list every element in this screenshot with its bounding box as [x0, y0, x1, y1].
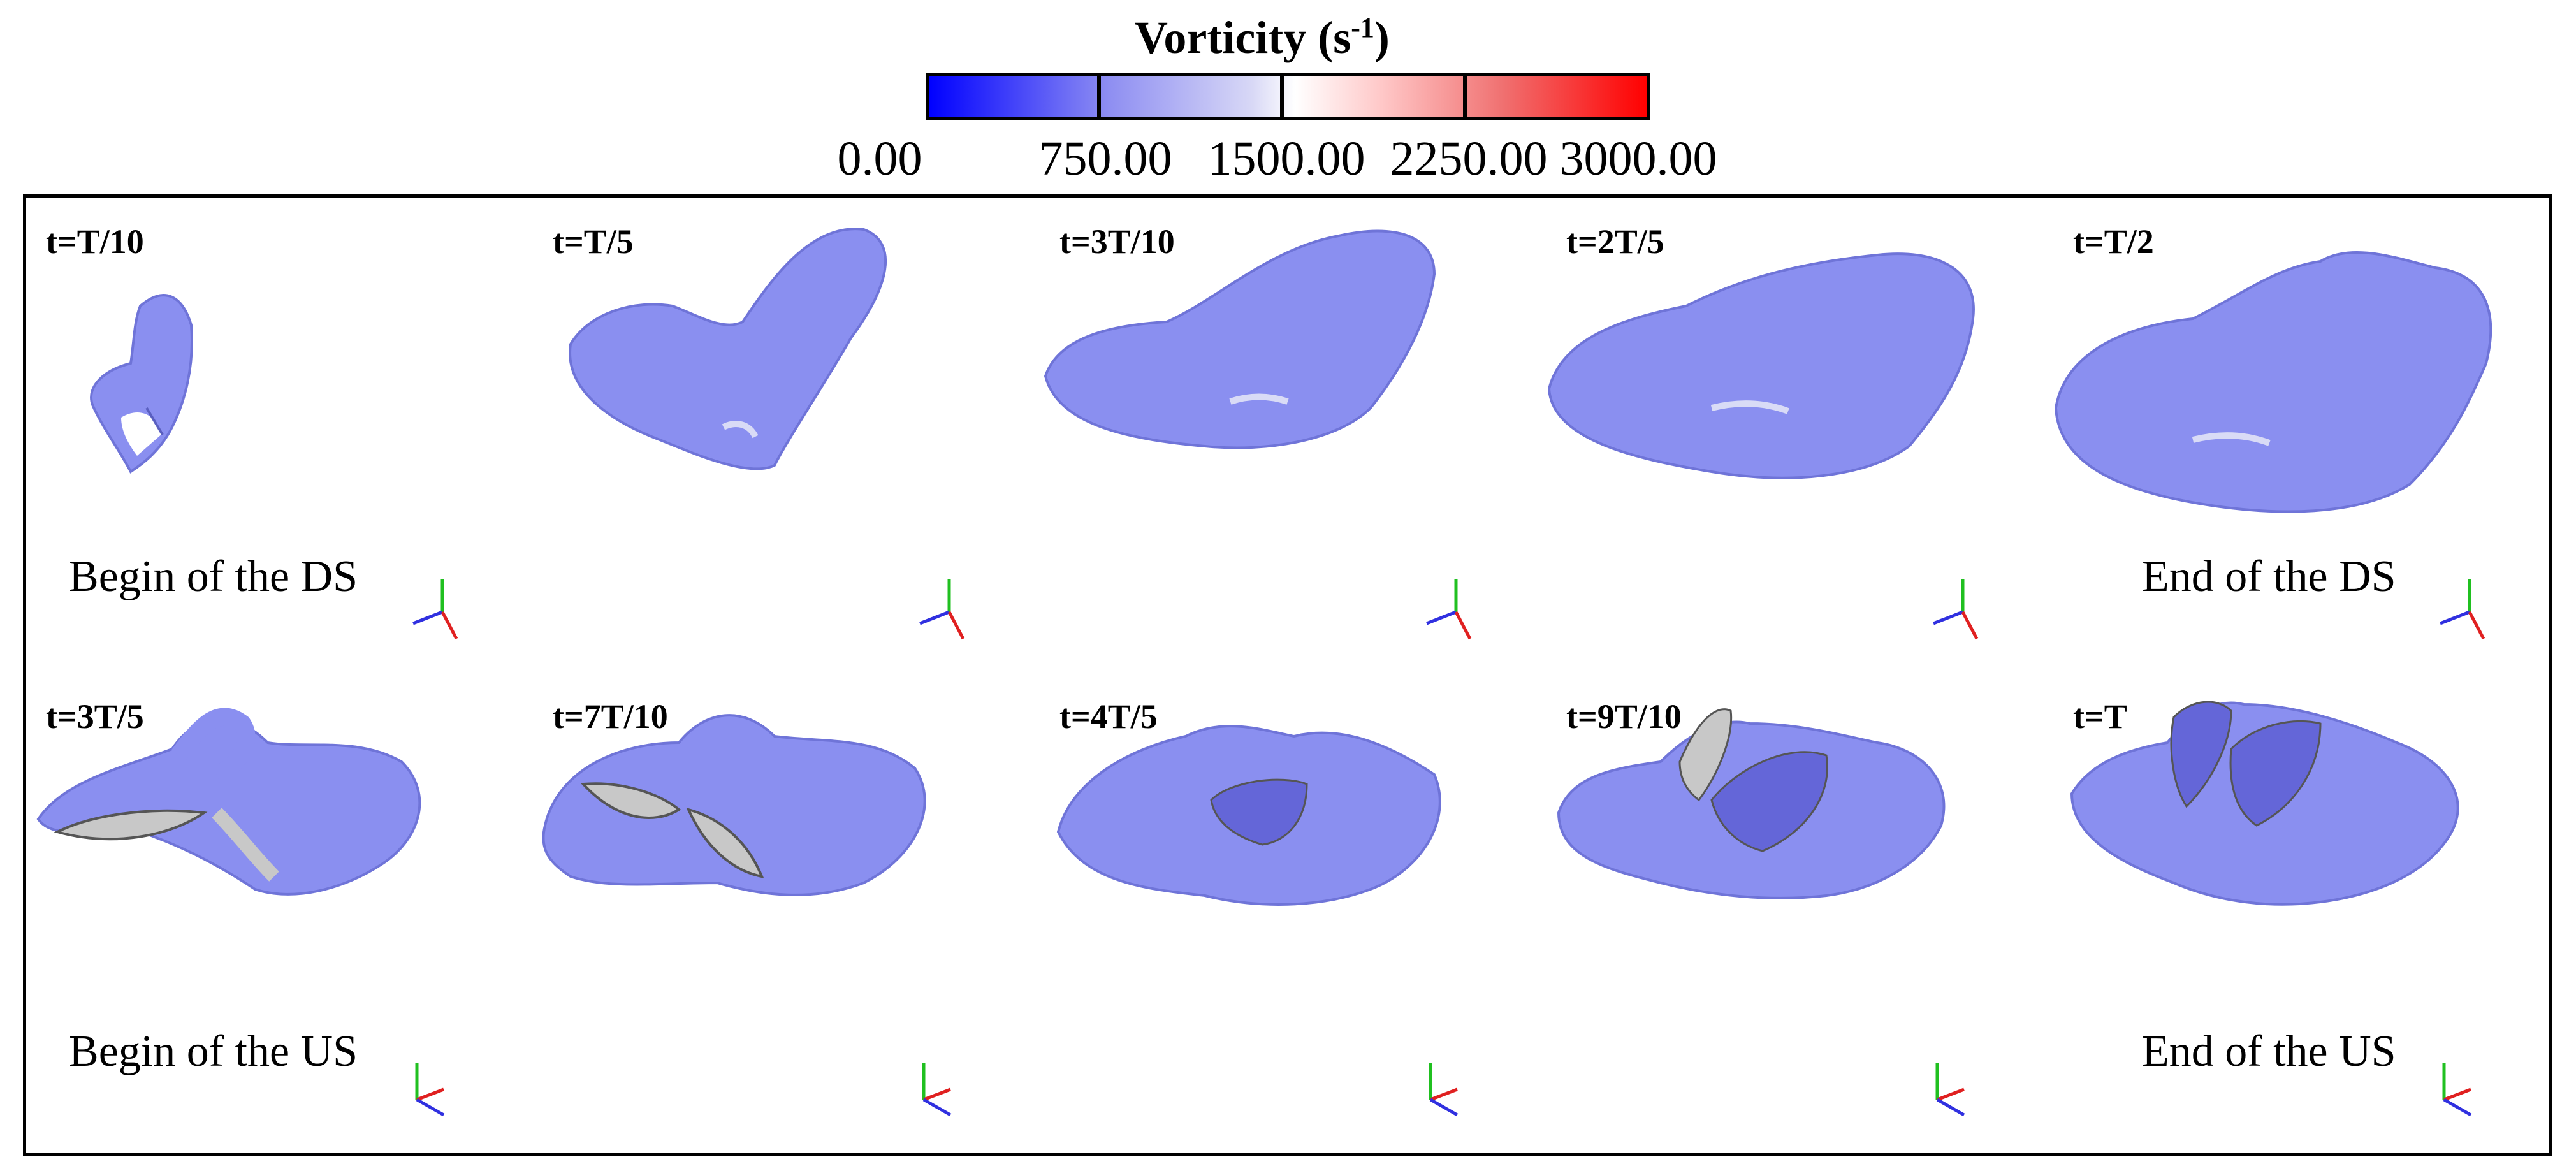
colorbar-tick-label: 0.00 [837, 132, 922, 185]
colorbar-title: Vorticity (s-1) [1135, 11, 1390, 64]
vorticity-isosurface [1557, 708, 1946, 899]
axis-triad-icon [2440, 579, 2485, 640]
time-label: t=2T/5 [1566, 222, 1664, 261]
time-label: t=7T/10 [553, 697, 668, 736]
axis-triad-icon [2442, 1063, 2472, 1117]
figure-frame [23, 194, 2552, 1156]
axis-triad-icon [922, 1063, 952, 1117]
panel-t-9T-10: t=9T/10 [1546, 673, 2052, 1147]
axis-triad-icon [1933, 579, 1979, 640]
vorticity-isosurface [1056, 725, 1441, 906]
colorbar-tick-label: 3000.00 [1559, 132, 1717, 185]
colorbar-title-exponent: -1 [1351, 12, 1374, 43]
colorbar-tick-label: 1500.00 [1207, 132, 1365, 185]
time-label: t=T/5 [553, 222, 634, 261]
colorbar-tick-label: 750.00 [1038, 132, 1172, 185]
panel-t-T-10: t=T/10 Begin of the DS [25, 198, 532, 673]
colorbar-tick-mark [1463, 76, 1467, 117]
axis-triad-icon [1429, 1063, 1459, 1117]
stroke-caption: Begin of the US [69, 1027, 358, 1076]
time-label: t=9T/10 [1566, 697, 1682, 736]
colorbar-title-close: ) [1374, 12, 1390, 63]
colorbar-tick-mark [1097, 76, 1101, 117]
time-label: t=4T/5 [1059, 697, 1158, 736]
vorticity-isosurface [1044, 229, 1436, 449]
time-label: t=T/10 [46, 222, 144, 261]
vorticity-isosurface [2054, 251, 2492, 513]
axis-triad-icon [412, 579, 458, 640]
panel-t-3T-10: t=3T/10 [1039, 198, 1545, 673]
axis-triad-icon [1935, 1063, 1965, 1117]
vorticity-isosurface [36, 708, 421, 896]
stroke-caption: Begin of the DS [69, 552, 358, 601]
panel-t-T: t=T End of the US [2053, 673, 2559, 1147]
colorbar-tick-label: 2250.00 [1390, 132, 1548, 185]
axis-triad-icon [1426, 579, 1472, 640]
vorticity-isosurface [2070, 701, 2459, 906]
axis-triad-icon [415, 1063, 445, 1117]
time-label: t=T/2 [2073, 222, 2154, 261]
panel-t-3T-5: t=3T/5 Begin of the US [25, 673, 532, 1147]
panel-t-2T-5: t=2T/5 [1546, 198, 2052, 673]
colorbar-title-text: Vorticity (s [1135, 12, 1351, 63]
colorbar-tick-mark [1280, 76, 1284, 117]
stroke-caption: End of the US [2142, 1027, 2396, 1076]
panel-t-T-2: t=T/2 End of the DS [2053, 198, 2559, 673]
panel-t-7T-10: t=7T/10 [532, 673, 1038, 1147]
vorticity-isosurface [542, 714, 926, 896]
panel-t-4T-5: t=4T/5 [1039, 673, 1545, 1147]
stroke-caption: End of the DS [2142, 552, 2396, 601]
panel-t-T-5: t=T/5 [532, 198, 1038, 673]
axis-triad-icon [919, 579, 965, 640]
vorticity-isosurface [90, 294, 193, 474]
time-label: t=3T/10 [1059, 222, 1175, 261]
time-label: t=3T/5 [46, 697, 144, 736]
colorbar [926, 73, 1650, 120]
time-label: t=T [2073, 697, 2127, 736]
vorticity-isosurface [1547, 252, 1975, 479]
vorticity-isosurface [569, 228, 887, 470]
